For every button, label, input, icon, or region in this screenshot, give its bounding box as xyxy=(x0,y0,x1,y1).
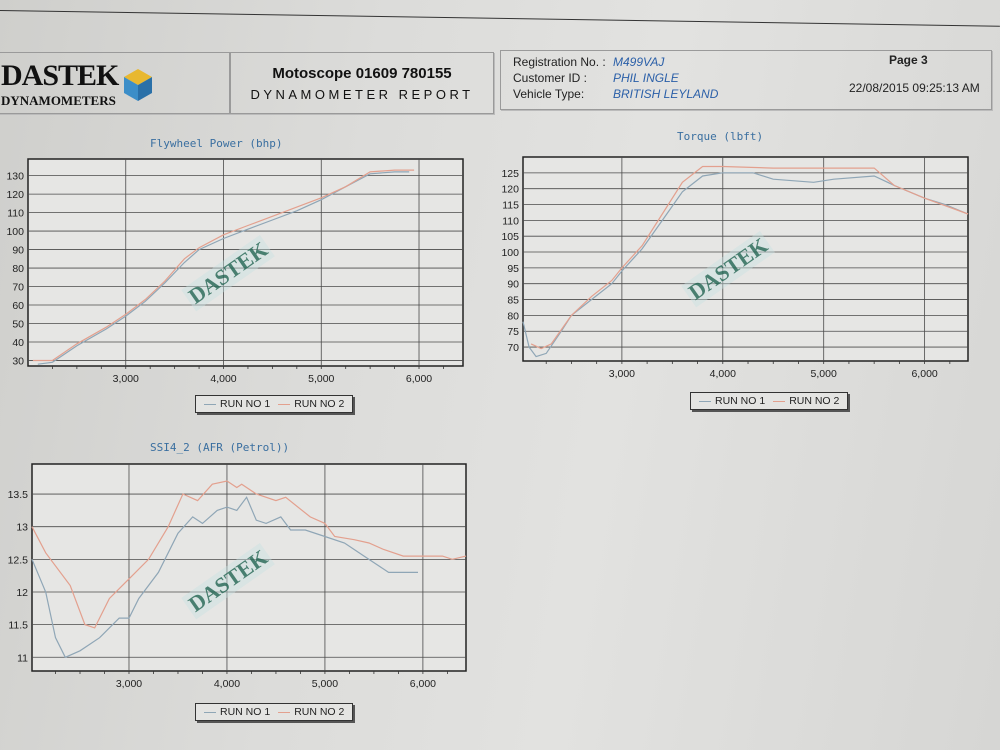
power-plot-area xyxy=(27,158,464,367)
y-tick-label: 120 xyxy=(6,189,24,201)
legend-run1: RUN NO 1 xyxy=(204,398,270,410)
y-tick-label: 12 xyxy=(16,587,28,599)
cube-logo-icon xyxy=(124,69,152,101)
logo-name: DASTEK xyxy=(1,59,119,92)
afr-chart-title: SSI4_2 (AFR (Petrol)) xyxy=(150,441,290,454)
y-tick-label: 120 xyxy=(501,184,519,196)
y-tick-label: 115 xyxy=(502,200,519,212)
y-tick-label: 100 xyxy=(6,226,24,238)
y-tick-label: 95 xyxy=(507,263,519,275)
y-tick-label: 12.5 xyxy=(8,554,29,566)
page-number: Page 3 xyxy=(889,53,928,67)
x-tick-label: 5,000 xyxy=(312,678,338,690)
torque-chart-title: Torque (lbft) xyxy=(677,130,764,143)
legend-run2: RUN NO 2 xyxy=(278,706,344,718)
y-tick-label: 13 xyxy=(16,522,28,534)
y-tick-label: 13.5 xyxy=(8,489,29,501)
torque-legend: RUN NO 1 RUN NO 2 xyxy=(690,392,849,410)
legend-run1: RUN NO 1 xyxy=(699,395,765,407)
logo-box: DASTEK DYNAMOMETERS xyxy=(0,52,230,114)
y-tick-label: 80 xyxy=(12,263,24,275)
y-tick-label: 125 xyxy=(501,168,519,180)
y-tick-label: 11.5 xyxy=(8,620,28,632)
customer-value: PHIL INGLE xyxy=(613,71,679,85)
power-series-run2 xyxy=(32,169,415,362)
x-tick-label: 5,000 xyxy=(308,373,334,385)
power-chart-title: Flywheel Power (bhp) xyxy=(150,137,283,150)
torque-series-run2 xyxy=(530,165,969,350)
y-tick-label: 85 xyxy=(507,295,519,307)
vehicle-label: Vehicle Type: xyxy=(513,87,585,101)
x-tick-label: 3,000 xyxy=(609,368,635,380)
vehicle-info-box: Registration No. : M499VAJ Customer ID :… xyxy=(500,50,992,110)
power-legend: RUN NO 1 RUN NO 2 xyxy=(195,395,354,413)
x-tick-label: 4,000 xyxy=(210,373,236,385)
x-tick-label: 5,000 xyxy=(811,368,837,380)
y-tick-label: 105 xyxy=(501,231,519,243)
y-tick-label: 30 xyxy=(12,355,24,367)
y-tick-label: 50 xyxy=(12,318,24,330)
y-tick-label: 90 xyxy=(507,279,519,291)
logo-subtitle: DYNAMOMETERS xyxy=(1,93,116,108)
afr-legend: RUN NO 1 RUN NO 2 xyxy=(195,703,354,721)
legend-run2: RUN NO 2 xyxy=(278,398,344,410)
y-tick-label: 40 xyxy=(12,337,24,349)
y-tick-label: 60 xyxy=(12,300,24,312)
x-tick-label: 6,000 xyxy=(410,678,436,690)
report-title: DYNAMOMETER REPORT xyxy=(250,87,474,102)
y-tick-label: 110 xyxy=(502,215,519,227)
x-tick-label: 3,000 xyxy=(113,373,139,385)
y-tick-label: 70 xyxy=(507,342,519,354)
registration-value: M499VAJ xyxy=(613,55,665,69)
power-chart: 30 40 50 60 70 80 90 100 110 120 130 3,000 4,000 5,00… xyxy=(6,158,464,385)
afr-chart: 11 11.5 12 12.5 13 13.5 3,000 4,000 5,000 6,000 xyxy=(8,463,467,690)
x-tick-label: 3,000 xyxy=(116,678,142,690)
y-tick-label: 110 xyxy=(7,208,24,220)
torque-chart: 70 75 80 85 90 95 100 105 110 115 120 125 3,000 4,000… xyxy=(501,156,969,380)
x-tick-label: 6,000 xyxy=(406,373,432,385)
report-title-box: Motoscope 01609 780155 DYNAMOMETER REPOR… xyxy=(230,52,494,114)
y-tick-label: 90 xyxy=(12,245,24,257)
afr-plot-area xyxy=(31,463,467,672)
y-tick-label: 70 xyxy=(12,282,24,294)
legend-run2: RUN NO 2 xyxy=(773,395,839,407)
torque-series-run1 xyxy=(522,172,969,358)
y-tick-label: 130 xyxy=(6,171,24,183)
x-tick-label: 4,000 xyxy=(710,368,736,380)
customer-label: Customer ID : xyxy=(513,71,588,85)
vehicle-value: BRITISH LEYLAND xyxy=(613,87,719,101)
x-tick-label: 6,000 xyxy=(911,368,937,380)
torque-plot-area xyxy=(522,156,969,362)
company-line: Motoscope 01609 780155 xyxy=(272,65,452,82)
x-tick-label: 4,000 xyxy=(214,678,240,690)
legend-run1: RUN NO 1 xyxy=(204,706,270,718)
y-tick-label: 75 xyxy=(507,326,519,338)
y-tick-label: 100 xyxy=(501,247,519,259)
y-tick-label: 80 xyxy=(507,310,519,322)
afr-series-run2 xyxy=(31,480,467,629)
report-datetime: 22/08/2015 09:25:13 AM xyxy=(849,81,980,95)
afr-series-run1 xyxy=(31,496,418,659)
y-tick-label: 11 xyxy=(17,652,28,664)
registration-label: Registration No. : xyxy=(513,55,606,69)
